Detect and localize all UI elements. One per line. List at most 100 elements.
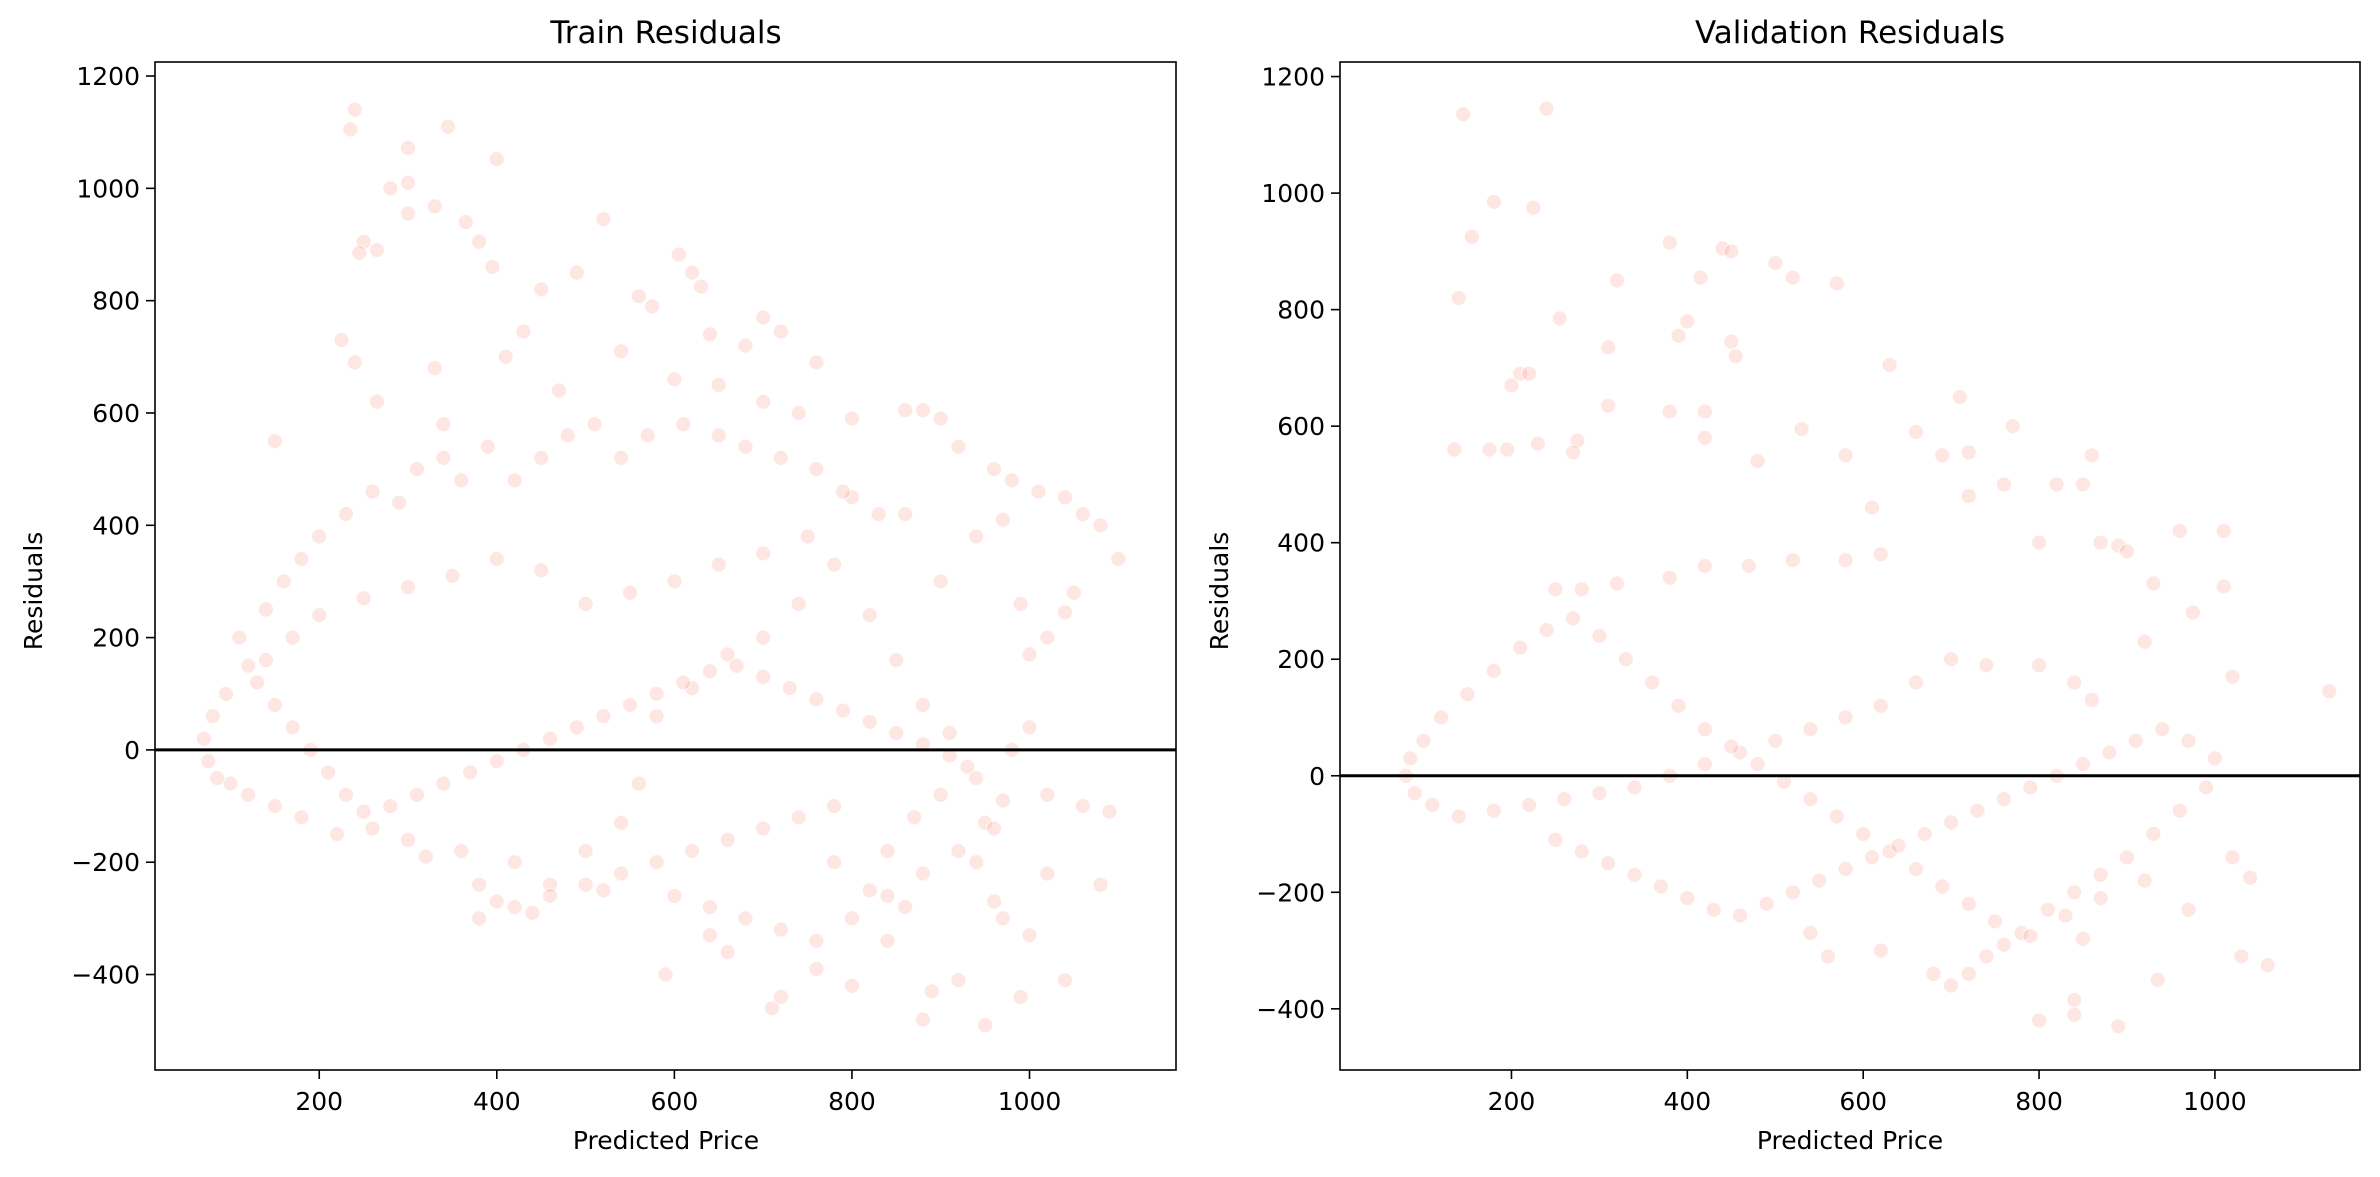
- data-point: [1110, 551, 1127, 567]
- data-point: [1705, 901, 1722, 918]
- data-point: [1714, 240, 1731, 257]
- data-point: [453, 843, 470, 859]
- data-point: [1600, 397, 1617, 414]
- data-point: [666, 371, 683, 388]
- data-point: [932, 410, 949, 427]
- data-point: [1741, 558, 1757, 574]
- data-point: [631, 775, 647, 792]
- train-residuals-panel: Train Residuals 200 400 600 800 1000 −400 −20…: [19, 15, 1177, 1155]
- data-point: [484, 259, 501, 275]
- data-point: [435, 775, 452, 792]
- data-point: [1521, 365, 1537, 382]
- data-point: [240, 657, 257, 674]
- y-tick-label: 0: [1309, 762, 1325, 791]
- data-point: [1828, 275, 1845, 292]
- data-point: [773, 921, 789, 938]
- data-point: [1626, 866, 1643, 883]
- x-tick-label: 400: [1663, 1087, 1711, 1116]
- data-point: [915, 1011, 931, 1028]
- data-point: [2066, 884, 2083, 901]
- data-point: [471, 876, 488, 893]
- data-point: [1749, 453, 1766, 470]
- data-point: [1609, 272, 1625, 289]
- data-point: [293, 551, 310, 567]
- data-point: [1573, 843, 1590, 860]
- data-point: [710, 427, 727, 444]
- y-tick-label: 1200: [76, 62, 140, 91]
- x-axis-label: Predicted Price: [573, 1126, 759, 1155]
- data-point: [1003, 472, 1020, 489]
- data-point: [1828, 808, 1845, 825]
- y-axis-label: Residuals: [1205, 532, 1234, 651]
- data-point: [346, 354, 363, 371]
- data-point: [337, 786, 354, 803]
- data-point: [524, 904, 541, 921]
- data-point: [2154, 721, 2171, 737]
- data-point: [986, 461, 1002, 478]
- data-point: [351, 244, 368, 261]
- data-point: [462, 764, 479, 781]
- y-tick-label: −200: [1256, 878, 1325, 907]
- data-point: [755, 309, 772, 326]
- data-point: [471, 910, 488, 927]
- data-point: [1952, 389, 1968, 405]
- data-point: [764, 1000, 780, 1017]
- data-point: [435, 449, 452, 466]
- data-point: [391, 494, 408, 511]
- data-point: [1802, 721, 1819, 737]
- x-tick-label: 400: [473, 1087, 521, 1116]
- data-point: [2110, 537, 2127, 554]
- y-axis-ticks: −400 −200 0 200 400 600 800 1000 1200: [71, 62, 155, 990]
- data-point: [1837, 552, 1854, 569]
- data-point: [1600, 855, 1617, 872]
- data-point: [950, 843, 967, 859]
- data-point: [275, 573, 292, 590]
- data-point: [844, 489, 860, 506]
- data-point: [1732, 907, 1748, 924]
- data-point: [457, 214, 474, 230]
- data-point: [2198, 779, 2215, 796]
- data-point: [337, 506, 354, 522]
- data-point: [2224, 668, 2241, 685]
- data-point: [222, 775, 239, 792]
- data-point: [542, 888, 558, 904]
- data-point: [684, 680, 700, 696]
- data-point: [622, 584, 638, 601]
- data-point: [1486, 802, 1502, 819]
- data-point: [2031, 1012, 2047, 1029]
- data-point: [755, 669, 772, 685]
- x-tick-label: 800: [2015, 1087, 2063, 1116]
- data-point: [1864, 499, 1880, 516]
- data-point: [1012, 989, 1029, 1005]
- data-point: [1057, 972, 1073, 989]
- data-point: [258, 652, 274, 668]
- data-point: [861, 882, 878, 899]
- data-point: [1996, 936, 2012, 953]
- data-point: [333, 332, 350, 348]
- data-point: [1820, 948, 1836, 965]
- data-point: [284, 629, 301, 646]
- data-point: [1573, 581, 1590, 598]
- data-point: [453, 472, 470, 489]
- data-point: [1776, 773, 1792, 790]
- data-point: [968, 854, 985, 871]
- data-point: [1943, 977, 1959, 994]
- data-point: [369, 242, 385, 259]
- data-point: [826, 556, 843, 573]
- data-point: [1591, 785, 1608, 802]
- data-point: [2206, 750, 2223, 767]
- data-point: [266, 697, 283, 713]
- data-point: [1727, 348, 1744, 365]
- data-point: [1066, 584, 1082, 601]
- data-point: [551, 382, 567, 399]
- data-point: [1723, 243, 1740, 260]
- data-point: [1987, 913, 2003, 930]
- data-point: [209, 770, 226, 786]
- data-point: [879, 888, 896, 904]
- data-point: [1556, 791, 1573, 807]
- data-point: [755, 629, 772, 646]
- y-tick-label: 800: [92, 287, 140, 316]
- data-point: [835, 702, 851, 719]
- data-point: [1481, 441, 1498, 458]
